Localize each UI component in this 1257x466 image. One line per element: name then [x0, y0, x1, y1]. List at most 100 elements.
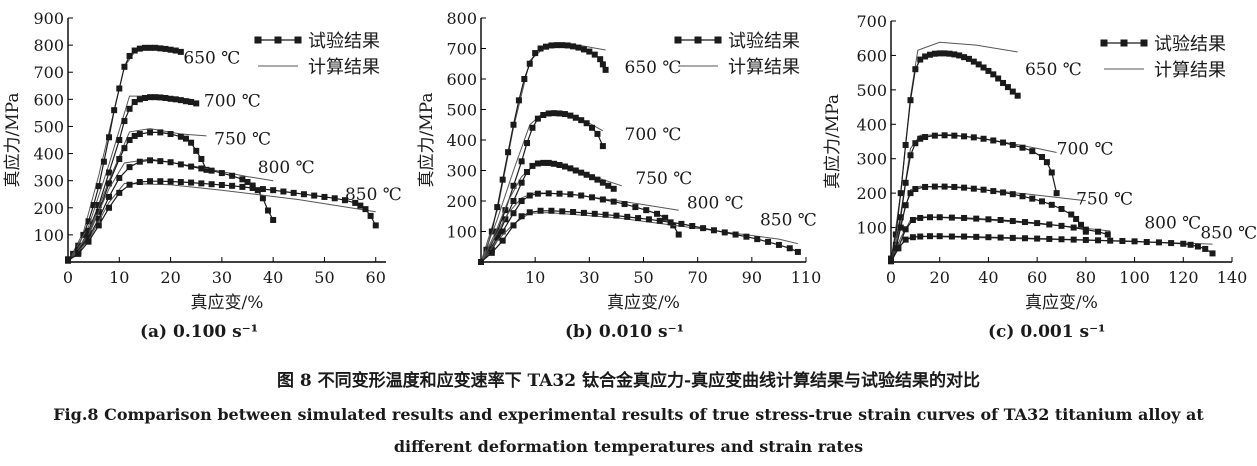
experimental-point: [902, 179, 909, 186]
experimental-point: [1034, 220, 1041, 227]
experimental-point: [526, 60, 533, 67]
experimental-point: [121, 63, 128, 70]
experimental-point: [177, 48, 184, 55]
experimental-point: [970, 185, 977, 192]
experimental-point: [510, 198, 517, 204]
experimental-point: [589, 194, 596, 201]
experimental-point: [578, 169, 585, 176]
experimental-point: [188, 99, 195, 106]
experimental-point: [1070, 224, 1077, 231]
experimental-point: [599, 143, 606, 150]
experimental-point: [157, 45, 164, 52]
experimental-point: [488, 228, 495, 235]
x-tick-label: 60: [1027, 268, 1047, 287]
x-tick-label: 110: [791, 268, 822, 287]
x-tick-label: 140: [1217, 268, 1248, 287]
experimental-point: [229, 172, 236, 179]
experimental-point: [152, 44, 159, 51]
experimental-point: [499, 228, 506, 235]
series-4: 850 ℃: [65, 178, 402, 264]
y-tick-label: 700: [856, 12, 887, 31]
experimental-point: [580, 209, 587, 216]
y-tick-label: 400: [33, 145, 64, 164]
x-tick-label: 10: [109, 268, 129, 287]
experimental-point: [1070, 236, 1077, 243]
experimental-point: [1095, 237, 1102, 244]
experimental-point: [526, 209, 533, 216]
temperature-label: 750 ℃: [635, 169, 692, 189]
series-2: 750 ℃: [888, 183, 1133, 264]
experimental-point: [254, 187, 261, 194]
experimental-point: [1048, 169, 1055, 176]
experimental-point: [548, 42, 555, 49]
experimental-point: [545, 190, 552, 197]
experimental-point: [556, 110, 563, 117]
experimental-point: [1119, 237, 1126, 244]
experimental-point: [902, 236, 909, 243]
experimental-point: [645, 216, 652, 223]
experimental-point: [147, 44, 154, 51]
experimental-point: [591, 51, 598, 58]
experimental-point: [95, 215, 102, 222]
experimental-point: [518, 158, 525, 165]
experimental-point: [126, 181, 133, 188]
experimental-point: [75, 242, 82, 249]
experimental-point: [208, 181, 215, 188]
experimental-point: [1095, 228, 1102, 235]
experimental-point: [570, 43, 577, 50]
y-axis-label: 真应力/MPa: [417, 93, 437, 188]
x-tick-label: 20: [930, 268, 950, 287]
y-tick-label: 500: [33, 117, 64, 136]
experimental-point: [167, 131, 174, 138]
experimental-point: [116, 137, 123, 143]
experimental-point: [980, 135, 987, 142]
experimental-point: [494, 228, 501, 235]
experimental-point: [1039, 198, 1046, 205]
experimental-point: [543, 43, 549, 50]
experimental-point: [732, 231, 739, 238]
experimental-point: [1000, 139, 1007, 146]
experimental-point: [352, 199, 359, 206]
experimental-point: [529, 124, 536, 131]
experimental-point: [545, 110, 552, 117]
experimental-point: [1068, 211, 1075, 218]
experimental-point: [667, 219, 674, 226]
experimental-point: [586, 48, 593, 55]
x-tick-label: 80: [1076, 268, 1096, 287]
experimental-point: [961, 54, 968, 61]
experimental-point: [162, 45, 169, 52]
experimental-point: [540, 159, 547, 166]
experimental-point: [594, 130, 601, 137]
y-tick-label: 600: [446, 70, 477, 89]
experimental-point: [961, 184, 968, 191]
experimental-point: [75, 250, 82, 257]
experimental-point: [239, 183, 246, 190]
experimental-point: [559, 42, 566, 49]
x-tick-label: 30: [579, 268, 599, 287]
legend-experiment-label: 试验结果: [308, 31, 380, 52]
experimental-point: [580, 46, 587, 53]
x-tick-label: 40: [978, 268, 998, 287]
experimental-point: [357, 202, 364, 209]
experimental-point: [961, 233, 968, 240]
x-tick-label: 100: [1119, 268, 1150, 287]
experimental-point: [494, 234, 501, 241]
y-tick-label: 500: [446, 101, 477, 120]
experimental-point: [895, 245, 902, 252]
experimental-point: [188, 163, 195, 170]
x-tick-label: 0: [886, 268, 896, 287]
experimental-point: [656, 217, 663, 224]
experimental-point: [662, 214, 669, 221]
experimental-point: [594, 176, 601, 183]
experimental-point: [95, 183, 102, 190]
experimental-point: [106, 204, 113, 211]
experimental-point: [518, 213, 525, 220]
legend-calculation-label: 计算结果: [308, 57, 380, 78]
experimental-point: [1046, 221, 1053, 228]
experimental-point: [931, 183, 938, 190]
experimental-point: [136, 96, 143, 103]
experimental-point: [917, 56, 924, 63]
experimental-point: [948, 214, 955, 221]
